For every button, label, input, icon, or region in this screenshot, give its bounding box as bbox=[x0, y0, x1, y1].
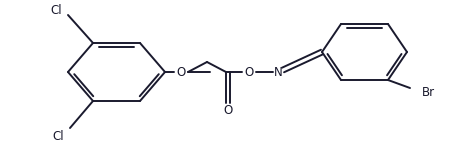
Text: Cl: Cl bbox=[50, 3, 62, 17]
Text: Br: Br bbox=[422, 86, 435, 100]
Text: O: O bbox=[223, 105, 233, 117]
Text: O: O bbox=[176, 66, 186, 78]
Text: N: N bbox=[274, 66, 282, 78]
Text: O: O bbox=[244, 66, 254, 78]
Text: Cl: Cl bbox=[52, 131, 64, 144]
